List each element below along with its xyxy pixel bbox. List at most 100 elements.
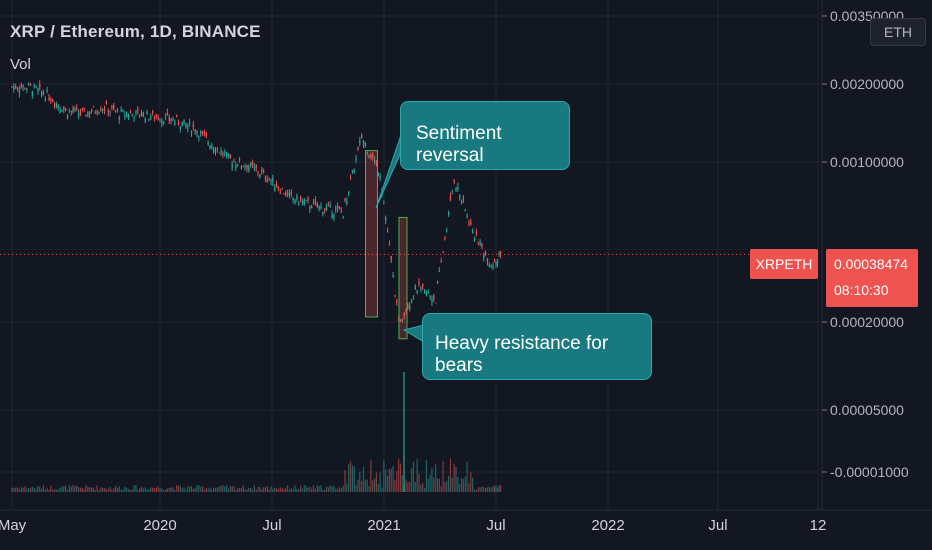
- volume-bar: [133, 485, 135, 492]
- candle-body: [372, 155, 374, 158]
- volume-bar: [362, 466, 365, 492]
- candle-body: [74, 108, 76, 110]
- symbol-price-tag: XRPETH: [750, 249, 818, 279]
- candle-body: [79, 112, 82, 115]
- candle-body: [200, 131, 202, 134]
- candle-body: [246, 164, 248, 169]
- candle-body: [189, 122, 191, 124]
- volume-bar: [322, 489, 324, 492]
- volume-bar: [479, 486, 481, 492]
- candle-body: [307, 197, 309, 201]
- volume-bar: [277, 488, 279, 492]
- candle-body: [176, 115, 178, 117]
- volume-bar: [26, 488, 28, 492]
- candle-body: [468, 223, 470, 225]
- candle-body: [33, 84, 35, 87]
- volume-bar: [368, 486, 370, 492]
- annotation-text: Heavy resistance for bears: [435, 333, 609, 376]
- candle-body: [120, 109, 122, 111]
- volume-bar: [248, 487, 250, 492]
- volume-bar: [196, 485, 198, 492]
- candle-body: [100, 109, 102, 112]
- candle-body: [185, 123, 187, 127]
- candle-body: [274, 187, 276, 192]
- volume-bar: [451, 477, 453, 492]
- candle-body: [309, 206, 311, 210]
- candle-body: [18, 89, 21, 94]
- annotation-sentiment-reversal[interactable]: Sentiment reversal: [400, 101, 570, 170]
- volume-bar: [229, 486, 231, 492]
- candle-body: [477, 243, 479, 245]
- candle-body: [61, 110, 63, 112]
- volume-bar: [379, 472, 381, 492]
- volume-bar: [386, 475, 389, 492]
- volume-bar: [76, 485, 78, 492]
- candle-body: [87, 112, 89, 117]
- candle-body: [122, 110, 124, 112]
- volume-bar: [307, 487, 309, 492]
- highlight-box: [398, 216, 408, 340]
- volume-bar: [24, 486, 26, 492]
- volume-bar: [87, 486, 89, 492]
- volume-bar: [168, 487, 170, 492]
- volume-bar: [337, 489, 339, 492]
- candle-body: [390, 256, 392, 260]
- candle-body: [209, 145, 211, 149]
- currency-badge[interactable]: ETH: [870, 18, 926, 46]
- volume-bar: [296, 488, 298, 492]
- candle-body: [139, 114, 141, 116]
- volume-bar: [377, 484, 379, 492]
- volume-bar: [170, 487, 172, 492]
- candle-body: [448, 211, 450, 216]
- volume-bar: [496, 487, 499, 492]
- x-tick-label: May: [0, 517, 27, 534]
- volume-bar: [318, 486, 320, 492]
- candle-body: [496, 259, 499, 264]
- volume-bar: [357, 479, 359, 492]
- volume-bar: [135, 485, 137, 492]
- volume-bar: [388, 468, 390, 492]
- candle-body: [348, 191, 350, 194]
- candle-body: [479, 241, 481, 246]
- volume-bar: [85, 485, 87, 492]
- candle-body: [285, 192, 287, 196]
- volume-bar: [483, 487, 485, 492]
- annotation-heavy-resistance[interactable]: Heavy resistance for bears: [422, 313, 652, 380]
- candle-body: [301, 200, 304, 205]
- candle-body: [50, 99, 52, 102]
- volume-bar: [324, 489, 326, 492]
- volume-bar: [55, 489, 57, 492]
- candle-body: [440, 261, 442, 263]
- candle-body: [364, 143, 367, 147]
- volume-bar: [105, 488, 107, 492]
- volume-bar: [263, 487, 265, 492]
- candle-body: [68, 110, 71, 112]
- volume-bar: [407, 482, 409, 492]
- candle-body: [113, 105, 115, 110]
- volume-bar: [416, 459, 418, 492]
- candle-body: [222, 153, 224, 155]
- volume-bar: [222, 485, 224, 492]
- volume-bar: [194, 488, 196, 492]
- volume-bar: [179, 485, 181, 492]
- volume-bar: [227, 488, 230, 492]
- candle-body: [203, 132, 206, 135]
- candle-body: [227, 153, 230, 156]
- candle-body: [324, 208, 326, 210]
- volume-spike: [403, 372, 405, 492]
- volume-bar: [107, 488, 109, 492]
- candle-body: [270, 180, 272, 182]
- volume-bar: [183, 487, 185, 492]
- volume-bar: [460, 478, 463, 492]
- volume-bar: [266, 485, 268, 492]
- candle-body: [351, 169, 354, 171]
- candle-body: [174, 121, 176, 126]
- volume-bar: [301, 488, 304, 492]
- candle-body: [192, 124, 194, 127]
- candle-body: [473, 237, 476, 241]
- volume-bar: [442, 460, 444, 492]
- volume-bar: [279, 487, 281, 492]
- volume-bar: [351, 465, 353, 492]
